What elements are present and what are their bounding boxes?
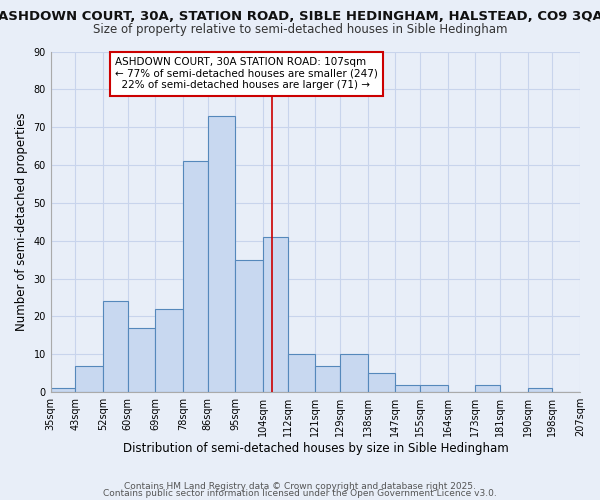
Bar — [316, 366, 340, 392]
Text: ASHDOWN COURT, 30A, STATION ROAD, SIBLE HEDINGHAM, HALSTEAD, CO9 3QA: ASHDOWN COURT, 30A, STATION ROAD, SIBLE … — [0, 10, 600, 23]
Text: Contains HM Land Registry data © Crown copyright and database right 2025.: Contains HM Land Registry data © Crown c… — [124, 482, 476, 491]
Bar — [263, 237, 288, 392]
Bar — [208, 116, 235, 392]
Bar — [475, 384, 500, 392]
Bar — [340, 354, 368, 392]
Bar — [103, 302, 128, 392]
Bar — [368, 374, 395, 392]
Text: ASHDOWN COURT, 30A STATION ROAD: 107sqm
← 77% of semi-detached houses are smalle: ASHDOWN COURT, 30A STATION ROAD: 107sqm … — [115, 57, 378, 90]
X-axis label: Distribution of semi-detached houses by size in Sible Hedingham: Distribution of semi-detached houses by … — [122, 442, 508, 455]
Bar — [183, 162, 208, 392]
Bar — [235, 260, 263, 392]
Bar — [128, 328, 155, 392]
Bar — [51, 388, 76, 392]
Text: Size of property relative to semi-detached houses in Sible Hedingham: Size of property relative to semi-detach… — [93, 22, 507, 36]
Bar — [288, 354, 316, 392]
Bar — [76, 366, 103, 392]
Y-axis label: Number of semi-detached properties: Number of semi-detached properties — [15, 112, 28, 331]
Text: Contains public sector information licensed under the Open Government Licence v3: Contains public sector information licen… — [103, 490, 497, 498]
Bar — [155, 309, 183, 392]
Bar — [395, 384, 420, 392]
Bar — [527, 388, 553, 392]
Bar — [420, 384, 448, 392]
